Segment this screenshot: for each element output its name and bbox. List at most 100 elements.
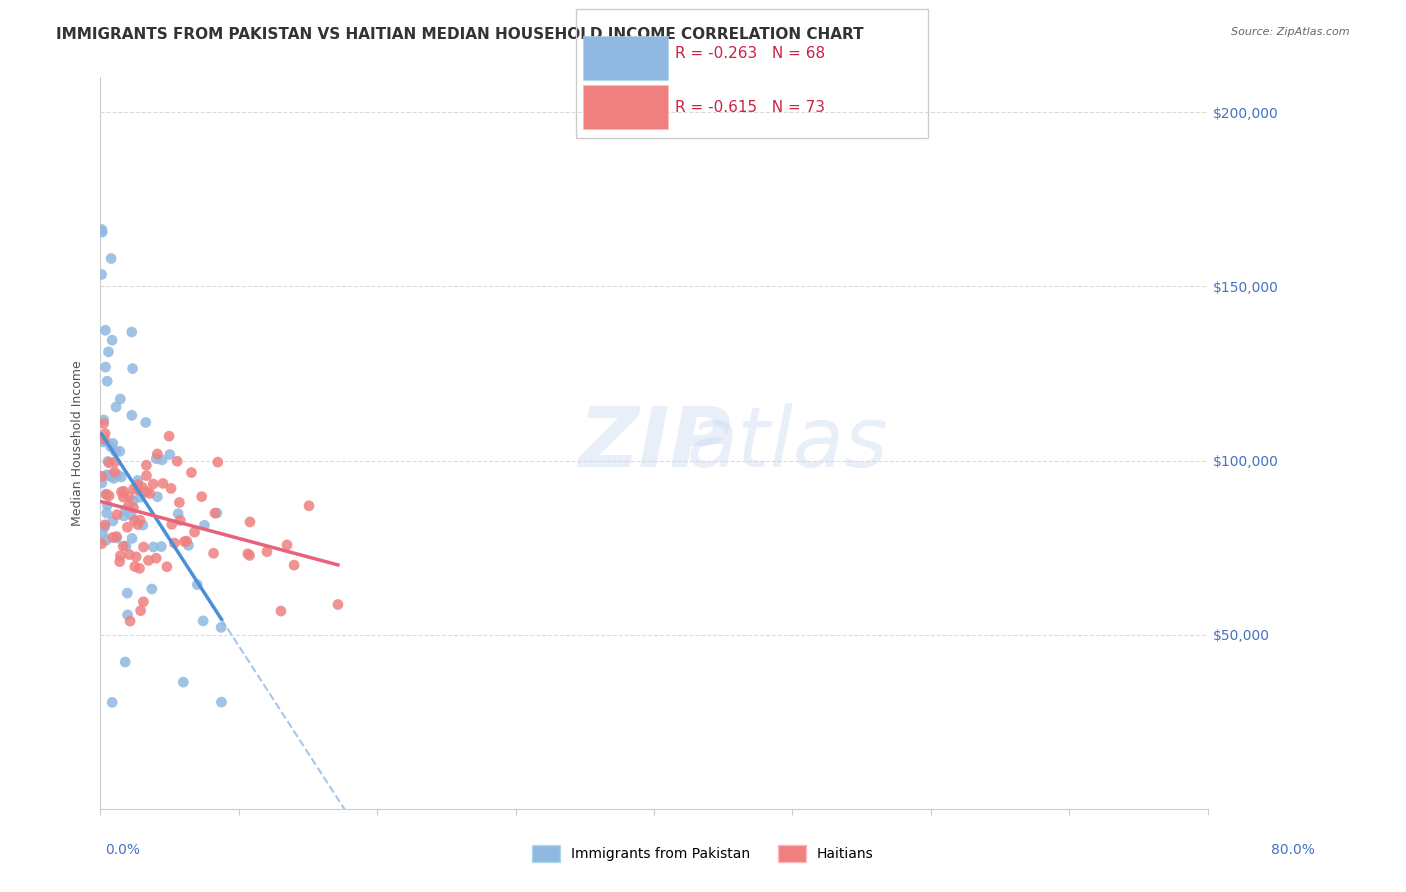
Point xyxy=(202,546,225,560)
Point xyxy=(160,482,183,496)
Point xyxy=(193,518,215,533)
Point xyxy=(239,549,262,563)
Point xyxy=(94,360,117,375)
Point xyxy=(167,507,190,521)
Point xyxy=(283,558,305,573)
Point xyxy=(183,525,205,540)
Point xyxy=(122,493,145,508)
Point xyxy=(90,222,112,236)
Point xyxy=(93,520,115,534)
Point xyxy=(105,530,128,544)
Point xyxy=(112,484,135,499)
Point xyxy=(142,540,165,554)
Point xyxy=(98,489,121,503)
Point xyxy=(146,490,169,504)
Point xyxy=(177,538,200,552)
Point xyxy=(298,499,321,513)
Point xyxy=(209,620,232,634)
Point xyxy=(97,468,120,483)
Point xyxy=(169,513,191,527)
Point xyxy=(104,444,127,458)
Point xyxy=(176,534,198,549)
Point xyxy=(112,539,135,553)
Point xyxy=(180,466,202,480)
Point xyxy=(112,508,135,523)
Point xyxy=(128,561,150,575)
Text: ZIP: ZIP xyxy=(578,402,730,483)
Point xyxy=(120,508,142,522)
Point xyxy=(211,695,233,709)
Point xyxy=(159,448,181,462)
Point xyxy=(135,458,157,473)
Point xyxy=(93,434,115,449)
Point xyxy=(127,474,149,488)
Point xyxy=(207,455,229,469)
Point xyxy=(117,607,139,622)
Point xyxy=(157,429,180,443)
Point xyxy=(101,514,124,528)
Point xyxy=(152,476,174,491)
Point xyxy=(114,503,136,517)
Point xyxy=(105,531,128,545)
Text: 80.0%: 80.0% xyxy=(1271,843,1315,857)
Point xyxy=(91,225,114,239)
Text: atlas: atlas xyxy=(686,402,887,483)
Point xyxy=(110,549,132,563)
Point xyxy=(90,475,112,490)
Point xyxy=(90,268,112,282)
Text: Source: ZipAtlas.com: Source: ZipAtlas.com xyxy=(1232,27,1350,37)
Legend: Immigrants from Pakistan, Haitians: Immigrants from Pakistan, Haitians xyxy=(527,839,879,867)
Point xyxy=(117,586,139,600)
Point xyxy=(100,469,122,483)
Point xyxy=(93,432,115,446)
Point xyxy=(101,436,124,450)
Point xyxy=(96,498,118,512)
Point xyxy=(121,325,143,339)
Text: 0.0%: 0.0% xyxy=(105,843,141,857)
Point xyxy=(270,604,292,618)
Point xyxy=(96,467,118,482)
Y-axis label: Median Household Income: Median Household Income xyxy=(72,360,84,526)
Point xyxy=(96,487,118,501)
Point xyxy=(125,549,148,564)
Point xyxy=(110,470,132,484)
Point xyxy=(94,426,117,441)
Point xyxy=(101,333,124,347)
Point xyxy=(94,323,117,337)
Point xyxy=(112,490,135,504)
Point xyxy=(101,695,124,709)
Point xyxy=(172,675,194,690)
Point xyxy=(90,469,112,483)
Point xyxy=(129,491,152,505)
Text: IMMIGRANTS FROM PAKISTAN VS HAITIAN MEDIAN HOUSEHOLD INCOME CORRELATION CHART: IMMIGRANTS FROM PAKISTAN VS HAITIAN MEDI… xyxy=(56,27,863,42)
Point xyxy=(118,548,141,562)
Text: R = -0.615   N = 73: R = -0.615 N = 73 xyxy=(675,100,825,114)
Point xyxy=(132,518,155,533)
Point xyxy=(105,400,128,414)
Point xyxy=(108,444,131,458)
Point xyxy=(91,526,114,541)
Point xyxy=(129,604,152,618)
Point xyxy=(101,467,124,482)
Point xyxy=(166,454,188,468)
Text: R = -0.263   N = 68: R = -0.263 N = 68 xyxy=(675,46,825,61)
Point xyxy=(97,454,120,468)
Point xyxy=(139,486,162,500)
Point xyxy=(135,416,157,430)
Point xyxy=(138,553,160,567)
Point xyxy=(121,361,143,376)
Point xyxy=(146,447,169,461)
Point xyxy=(103,465,125,479)
Point xyxy=(256,544,278,558)
Point xyxy=(115,539,138,553)
Point xyxy=(191,614,214,628)
Point xyxy=(121,409,143,423)
Point xyxy=(150,453,173,467)
Point xyxy=(101,531,124,545)
Point xyxy=(142,477,165,491)
Point xyxy=(94,487,117,501)
Point xyxy=(131,480,153,494)
Point xyxy=(118,490,141,504)
Point xyxy=(204,506,226,520)
Point xyxy=(145,451,167,466)
